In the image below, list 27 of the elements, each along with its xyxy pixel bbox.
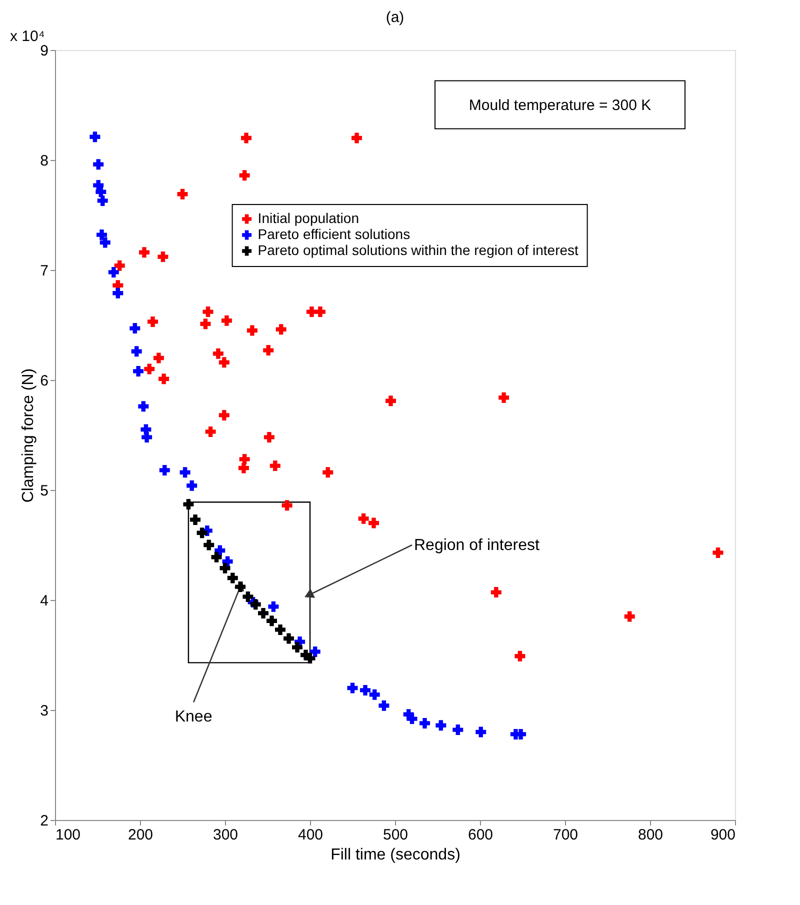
legend-label: Initial population xyxy=(258,210,359,226)
x-axis-title: Fill time (seconds) xyxy=(330,846,460,864)
x-tick-label: 200 xyxy=(128,826,154,844)
y-tick-label: 8 xyxy=(40,152,48,170)
x-tick-label: 600 xyxy=(468,826,494,844)
annotation: Knee xyxy=(174,708,212,726)
text: x 10⁴ xyxy=(10,28,45,45)
y-tick-label: 7 xyxy=(40,262,48,280)
chart-title: (a) xyxy=(386,9,404,26)
x-tick-label: 900 xyxy=(710,826,736,844)
legend-label: Pareto efficient solutions xyxy=(258,226,410,242)
annotation: Region of interest xyxy=(414,537,540,554)
y-tick-label: 6 xyxy=(40,372,48,390)
annotation: Mould temperature = 300 K xyxy=(468,96,652,114)
x-tick-label: 500 xyxy=(382,826,408,844)
y-tick-label: 5 xyxy=(40,482,48,500)
x-tick-label: 400 xyxy=(298,826,324,844)
x-tick-label: 100 xyxy=(56,826,81,844)
y-tick-label: 4 xyxy=(40,592,48,610)
x-tick-label: 700 xyxy=(552,826,578,844)
legend-label: Pareto optimal solutions within the region of interest xyxy=(258,242,579,258)
y-tick-label: 2 xyxy=(40,812,48,830)
x-tick-label: 800 xyxy=(638,826,664,844)
x-tick-label: 300 xyxy=(212,826,238,844)
y-tick-label: 3 xyxy=(40,702,48,720)
y-tick-label: 9 xyxy=(40,42,48,60)
y-axis-title: Clamping force (N) xyxy=(20,368,38,503)
